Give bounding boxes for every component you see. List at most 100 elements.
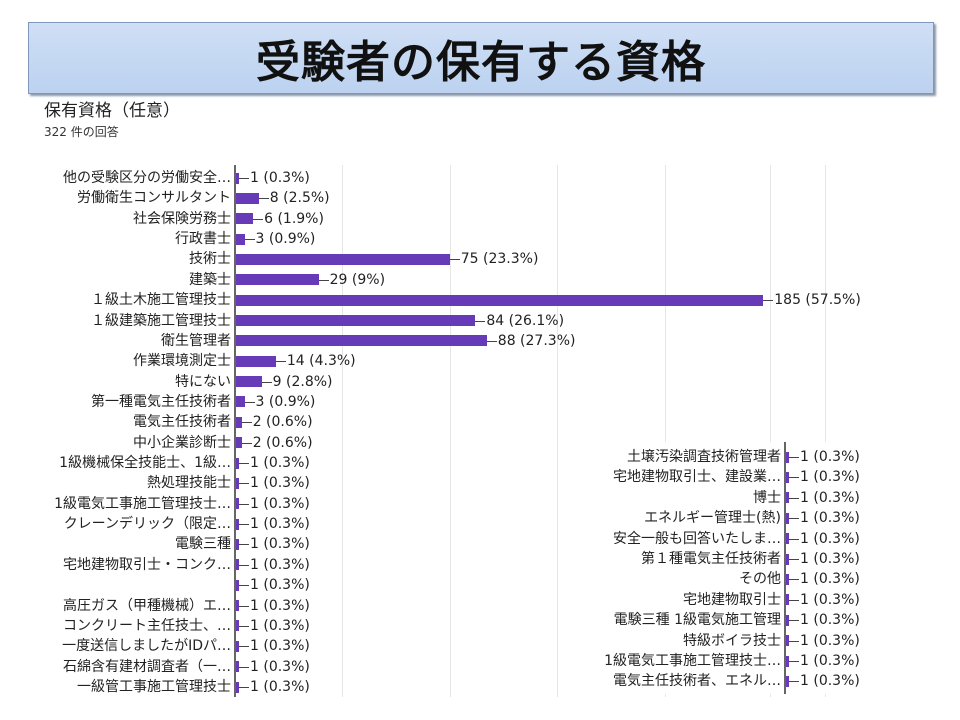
bar [236,681,239,693]
bar [786,655,789,667]
bar [786,635,789,647]
value-label: 14 (4.3%) [286,353,356,370]
value-label: 1 (0.3%) [800,449,860,465]
value-leader [789,477,799,479]
bar [236,396,245,408]
category-label: 土壌汚染調査技術管理者 [627,449,781,465]
value-label: 2 (0.6%) [252,414,313,431]
bar [236,538,239,550]
value-label: 1 (0.3%) [250,679,310,695]
value-leader [789,599,799,601]
bar [236,579,239,591]
slide-title: 受験者の保有する資格 [256,37,706,88]
value-leader [261,381,272,383]
gridline [450,165,451,697]
category-label: 中小企業診断士 [133,434,231,451]
value-label: 1 (0.3%) [250,516,310,533]
value-leader [789,497,799,499]
value-label: 75 (23.3%) [460,251,539,268]
bar [236,294,764,306]
bar [786,675,789,687]
category-label: １級土木施工管理技士 [91,292,231,309]
bar [236,233,245,245]
bar [236,376,262,388]
category-label: 一度送信しましたがIDパ… [62,638,231,655]
response-count: 322 件の回答 [44,125,119,139]
bar [236,172,239,184]
bar [236,498,239,510]
category-label: 技術士 [189,251,231,268]
bar [786,533,789,545]
category-label: 電験三種 [175,536,231,553]
category-label: コンクリート主任技士、… [63,617,231,634]
category-label: エネルギー管理士(熱) [644,510,781,527]
value-leader [239,687,249,688]
value-leader [486,340,497,342]
value-leader [241,442,252,444]
value-label: 1 (0.3%) [800,591,860,608]
bar-chart-continued: 土壌汚染調査技術管理者 1 (0.3%) 宅地建物取引士、建設業… 1 (0.3%) 博… [560,442,890,694]
category-label: 衛生管理者 [161,332,231,349]
category-label: その他 [739,571,781,588]
bar [786,553,789,565]
bar [236,477,239,489]
value-label: 9 (2.8%) [272,373,333,390]
category-label: 第１種電気主任技術者 [641,551,781,567]
category-label: 社会保険労務士 [133,210,231,227]
value-label: 1 (0.3%) [800,612,860,629]
value-label: 1 (0.3%) [250,556,310,573]
slide-title-banner: 受験者の保有する資格 [28,22,934,94]
value-leader [239,585,249,587]
category-label: 電気主任技術者 [133,414,231,431]
category-label: 1級電気工事施工管理技士… [54,495,231,512]
value-label: 84 (26.1%) [486,312,565,329]
category-label: 博士 [753,489,781,506]
value-label: 3 (0.9%) [255,393,316,410]
category-label: 安全一般も回答いたしま… [613,530,781,547]
value-leader [763,300,774,302]
value-leader [239,524,249,526]
value-label: 3 (0.9%) [255,231,316,248]
category-label: 電気主任技術者、エネル… [613,673,781,690]
category-label: 電験三種 1級電気施工管理 [613,612,781,629]
value-leader [239,666,249,668]
value-leader [258,198,269,200]
category-label: 作業環境測定士 [133,353,231,370]
value-label: 2 (0.6%) [252,434,313,451]
bar [786,573,789,585]
category-label: 特にない [175,373,231,390]
bar [786,594,789,606]
category-label: 高圧ガス（甲種機械）エ… [63,597,231,614]
bar [786,471,789,483]
value-label: 1 (0.3%) [250,455,310,472]
category-label: 一級管工事施工管理技士 [77,679,231,695]
value-leader [253,218,264,220]
bar [236,213,254,225]
value-label: 1 (0.3%) [800,632,860,649]
bar [786,451,789,463]
category-label: 1級機械保全技能士、1級… [59,455,231,472]
value-leader [239,544,249,546]
value-leader [239,483,249,485]
bar [236,559,239,571]
value-leader [789,579,799,581]
value-leader [789,661,799,662]
bar [236,640,239,652]
category-label: 特級ボイラ技士 [683,632,781,649]
category-label: 労働衛生コンサルタント [77,190,231,207]
value-label: 1 (0.3%) [800,530,860,547]
value-leader [239,625,249,627]
category-label: 1級電気工事施工管理技士… [604,653,781,669]
value-leader [789,457,799,458]
value-label: 1 (0.3%) [250,658,310,675]
category-label: クレーンデリック（限定… [63,516,231,533]
value-leader [789,538,799,540]
bar [236,274,319,286]
value-leader [239,503,249,505]
value-label: 29 (9%) [329,271,386,288]
value-label: 1 (0.3%) [800,673,860,690]
value-label: 1 (0.3%) [250,638,310,655]
bar [236,315,476,327]
gridline [770,165,771,697]
value-leader [318,279,329,281]
